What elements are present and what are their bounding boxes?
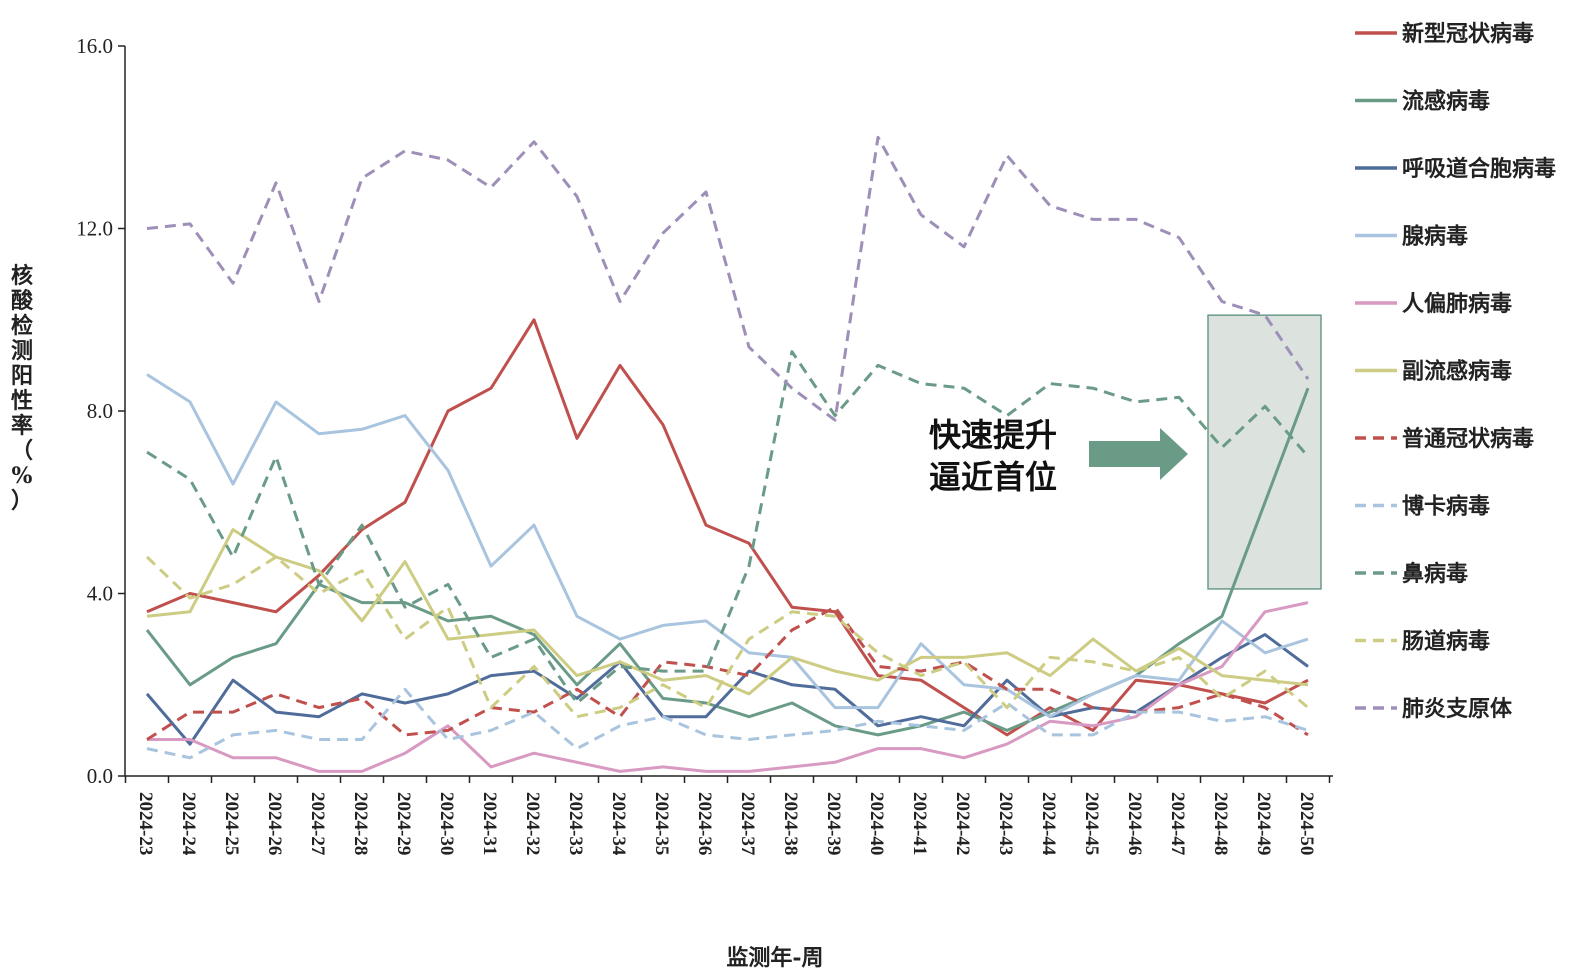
legend-label: 肺炎支原体 (1402, 696, 1513, 722)
series-line-肠道病毒 (145, 555, 1309, 719)
x-tick-label: 2024-23 (135, 792, 156, 855)
y-axis-label-char: 性 (11, 388, 33, 414)
legend-label: 普通冠状病毒 (1402, 426, 1534, 452)
legend: 新型冠状病毒流感病毒呼吸道合胞病毒腺病毒人偏肺病毒副流感病毒普通冠状病毒博卡病毒… (1355, 21, 1556, 722)
x-tick-label: 2024-40 (866, 792, 887, 855)
x-tick-label: 2024-37 (737, 792, 758, 856)
x-tick-label: 2024-43 (995, 792, 1016, 855)
x-tick-label: 2024-47 (1167, 792, 1188, 856)
y-axis-label-char: 核 (11, 263, 33, 289)
y-tick-label: 4.0 (87, 582, 113, 606)
y-tick-label: 0.0 (87, 764, 113, 788)
x-tick-label: 2024-41 (909, 792, 930, 855)
x-axis-label: 监测年-周 (726, 945, 823, 971)
y-axis-label-char: （ (11, 438, 33, 464)
x-tick-label: 2024-45 (1081, 792, 1102, 855)
series-line-副流感病毒 (146, 528, 1309, 696)
legend-label: 腺病毒 (1402, 224, 1468, 250)
legend-label: 博卡病毒 (1402, 494, 1490, 520)
y-axis-label-char: 率 (11, 413, 33, 439)
x-tick-label: 2024-44 (1038, 792, 1059, 856)
x-tick-label: 2024-25 (221, 792, 242, 855)
x-tick-label: 2024-27 (307, 792, 328, 856)
x-tick-label: 2024-30 (436, 792, 457, 855)
x-tick-label: 2024-42 (952, 792, 973, 855)
y-axis-label-char: % (12, 463, 33, 489)
x-tick-label: 2024-26 (264, 792, 285, 855)
y-axis-label-char: 测 (11, 338, 33, 364)
series-line-博卡病毒 (146, 687, 1309, 760)
legend-label: 鼻病毒 (1402, 561, 1468, 587)
series-line-鼻病毒 (146, 350, 1310, 705)
legend-label: 肠道病毒 (1402, 629, 1490, 655)
y-tick-label: 12.0 (76, 217, 113, 241)
y-tick-label: 8.0 (87, 399, 113, 423)
x-tick-label: 2024-31 (479, 792, 500, 855)
x-tick-label: 2024-24 (178, 792, 199, 856)
y-axis-label-char: ） (11, 488, 33, 514)
y-axis-label: 核酸检测阳性率（%） (11, 263, 34, 514)
y-axis-label-char: 阳 (11, 363, 33, 389)
series-line-肺炎支原体 (146, 135, 1310, 422)
x-tick-label: 2024-28 (350, 792, 371, 855)
x-tick-label: 2024-46 (1124, 792, 1145, 855)
axes: 0.0 4.0 8.0 12.0 16.0 2024-23 2024-24 2024-25 20… (11, 34, 1333, 971)
annotation-text: 快速提升 (929, 416, 1057, 454)
series-line-人偏肺病毒 (147, 601, 1309, 773)
legend-label: 副流感病毒 (1402, 359, 1512, 385)
annotation-text: 逼近首位 (929, 458, 1057, 496)
legend-label: 流感病毒 (1402, 89, 1490, 115)
x-tick-label: 2024-35 (651, 792, 672, 855)
series-line-腺病毒 (146, 373, 1309, 719)
series-layer (145, 135, 1310, 773)
x-tick-label: 2024-32 (522, 792, 543, 855)
y-axis-label-char: 检 (11, 313, 33, 339)
y-tick-label: 16.0 (76, 34, 113, 58)
x-tick-label: 2024-49 (1253, 792, 1274, 855)
x-tick-label: 2024-50 (1296, 792, 1317, 855)
x-tick-label: 2024-38 (780, 792, 801, 855)
legend-label: 新型冠状病毒 (1402, 21, 1534, 47)
x-tick-label: 2024-39 (823, 792, 844, 855)
x-tick-label: 2024-48 (1210, 792, 1231, 855)
x-tick-label: 2024-33 (565, 792, 586, 855)
legend-label: 人偏肺病毒 (1402, 291, 1512, 317)
x-tick-label: 2024-29 (393, 792, 414, 855)
series-line-呼吸道合胞病毒 (145, 633, 1309, 746)
x-tick-label: 2024-34 (608, 792, 629, 856)
y-axis-label-char: 酸 (11, 288, 34, 314)
annotation-arrow-icon (1089, 428, 1188, 480)
legend-label: 呼吸道合胞病毒 (1402, 156, 1556, 182)
x-tick-label: 2024-36 (694, 792, 715, 855)
